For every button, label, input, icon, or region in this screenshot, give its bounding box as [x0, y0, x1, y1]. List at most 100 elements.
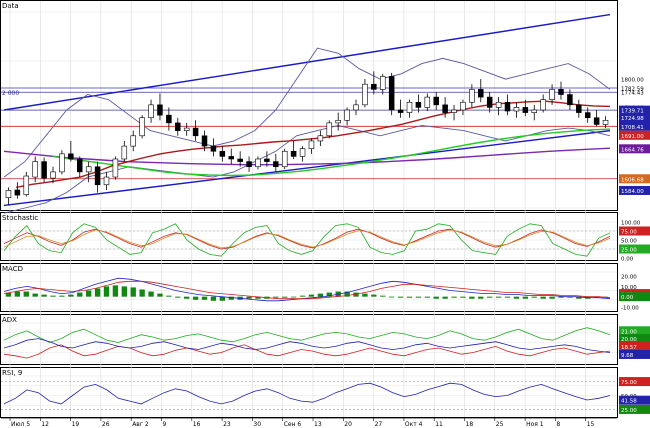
macd-histogram-bar	[567, 296, 573, 298]
channel-upper-line	[3, 13, 611, 111]
price-panel-frame	[0, 0, 618, 211]
candle-body	[513, 107, 520, 112]
price-axis-label: 1664.76	[621, 147, 644, 153]
stoch-axis-label: 25.00	[621, 248, 637, 254]
macd-histogram-bar	[59, 295, 65, 297]
macd-axis-label: 20.00	[621, 275, 637, 281]
macd-axis-label: 10.00	[621, 285, 637, 291]
price-label-highlight	[619, 105, 650, 115]
candle-body	[451, 109, 457, 113]
macd-histogram-bar	[32, 293, 38, 297]
macd-histogram-bar	[130, 287, 136, 297]
candle-body	[388, 76, 395, 111]
adx-axis-label: 21.00	[621, 329, 637, 335]
macd-histogram-bar	[344, 291, 350, 297]
candle-body	[175, 122, 181, 131]
price-axis-label: 1774.43	[621, 91, 644, 97]
panel-frames	[0, 0, 618, 418]
macd-histogram-bar	[14, 291, 21, 297]
rsi-axis-label: 25.00	[621, 408, 637, 414]
macd-histogram-bar	[353, 292, 359, 297]
macd-layer	[3, 277, 611, 302]
macd-line	[3, 277, 611, 302]
macd-histogram-bar	[85, 290, 92, 297]
rsi-axis-label: 41.58	[621, 399, 637, 405]
stoch-axis-label: 75.00	[621, 230, 637, 236]
macd-histogram-bar	[103, 286, 110, 297]
candle-body	[353, 104, 359, 111]
candle-body	[139, 117, 145, 137]
candle-body	[273, 161, 279, 168]
adx-axis-label: 18.57	[621, 345, 637, 351]
rsi-label-highlight	[619, 404, 650, 414]
price-label-highlight	[619, 130, 650, 140]
macd-histogram-bar	[139, 289, 145, 297]
macd-histogram-bar	[290, 296, 297, 298]
candle-body	[460, 101, 466, 111]
x-axis-label: 16	[193, 421, 201, 428]
macd-histogram-bar	[540, 296, 546, 299]
candle-body	[469, 89, 475, 103]
macd-histogram-bar	[326, 292, 332, 297]
candle-body	[264, 158, 270, 162]
x-axis-label: 26	[102, 421, 110, 428]
macd-histogram-bar	[5, 292, 12, 297]
macd-histogram-bar	[576, 296, 582, 299]
macd-histogram-bar	[593, 296, 600, 298]
macd-histogram-bar	[558, 296, 564, 298]
rsi-series-line	[3, 382, 611, 405]
macd-histogram-bar	[397, 296, 404, 298]
candle-body	[504, 101, 511, 112]
macd-histogram-bar	[451, 296, 457, 298]
macd-histogram-bar	[478, 296, 484, 299]
x-axis-label: 18	[466, 421, 474, 428]
macd-histogram-bar	[166, 295, 172, 297]
x-axis-label: 13	[314, 421, 322, 428]
candle-body	[478, 89, 484, 98]
candle-body	[228, 156, 235, 160]
candle-body	[415, 101, 422, 108]
macd-histogram-bar	[388, 296, 395, 298]
x-axis-label: Авг 2	[132, 421, 149, 428]
panel-labels: Data Stochastic MACD ADX RSI, 9	[2, 2, 38, 377]
macd-histogram-bar	[157, 293, 163, 297]
candle-body	[246, 161, 252, 168]
candle-body	[219, 150, 226, 157]
macd-histogram-bar	[531, 296, 537, 298]
candle-body	[442, 104, 448, 113]
macd-axis-label: 0.00	[621, 295, 634, 301]
candle-body	[433, 96, 439, 106]
macd-histogram-bar	[68, 294, 74, 297]
x-axis-label: 20	[344, 421, 352, 428]
macd-histogram-bar	[210, 296, 217, 301]
x-axis-label: Сен 6	[284, 421, 302, 428]
macd-histogram-bar	[380, 295, 386, 297]
stoch-axis-label: 0.00	[621, 257, 634, 263]
candle-body	[567, 94, 573, 106]
x-axis-label: 25	[496, 421, 504, 428]
candle-body	[14, 189, 21, 196]
candle-body	[50, 171, 56, 179]
macd-histogram-bar	[371, 294, 377, 297]
x-axis-label: 11	[435, 421, 443, 428]
macd-histogram-bar	[495, 296, 502, 298]
macd-histogram-bar	[308, 294, 315, 297]
stoch-axis-label: 50.00	[621, 239, 637, 245]
stoch-panel-frame	[0, 212, 618, 261]
x-axis-label: 12	[41, 421, 49, 428]
candle-body	[94, 166, 101, 186]
macd-panel-frame	[0, 263, 618, 312]
candle-body	[308, 140, 315, 149]
candle-body	[103, 176, 110, 186]
rsi-panel-frame	[0, 367, 618, 418]
candle-body	[85, 166, 92, 173]
price-axis-label: 1724.98	[621, 116, 644, 122]
candle-body	[183, 127, 190, 131]
macd-histogram-bar	[192, 296, 199, 300]
adx-axis-label: 9.68	[621, 353, 634, 359]
macd-panel-label: MACD	[2, 265, 23, 273]
macd-histogram-bar	[219, 296, 226, 301]
candle-body	[281, 150, 288, 168]
macd-histogram-bar	[201, 296, 208, 300]
stoch-panel-label: Stochastic	[2, 214, 38, 222]
